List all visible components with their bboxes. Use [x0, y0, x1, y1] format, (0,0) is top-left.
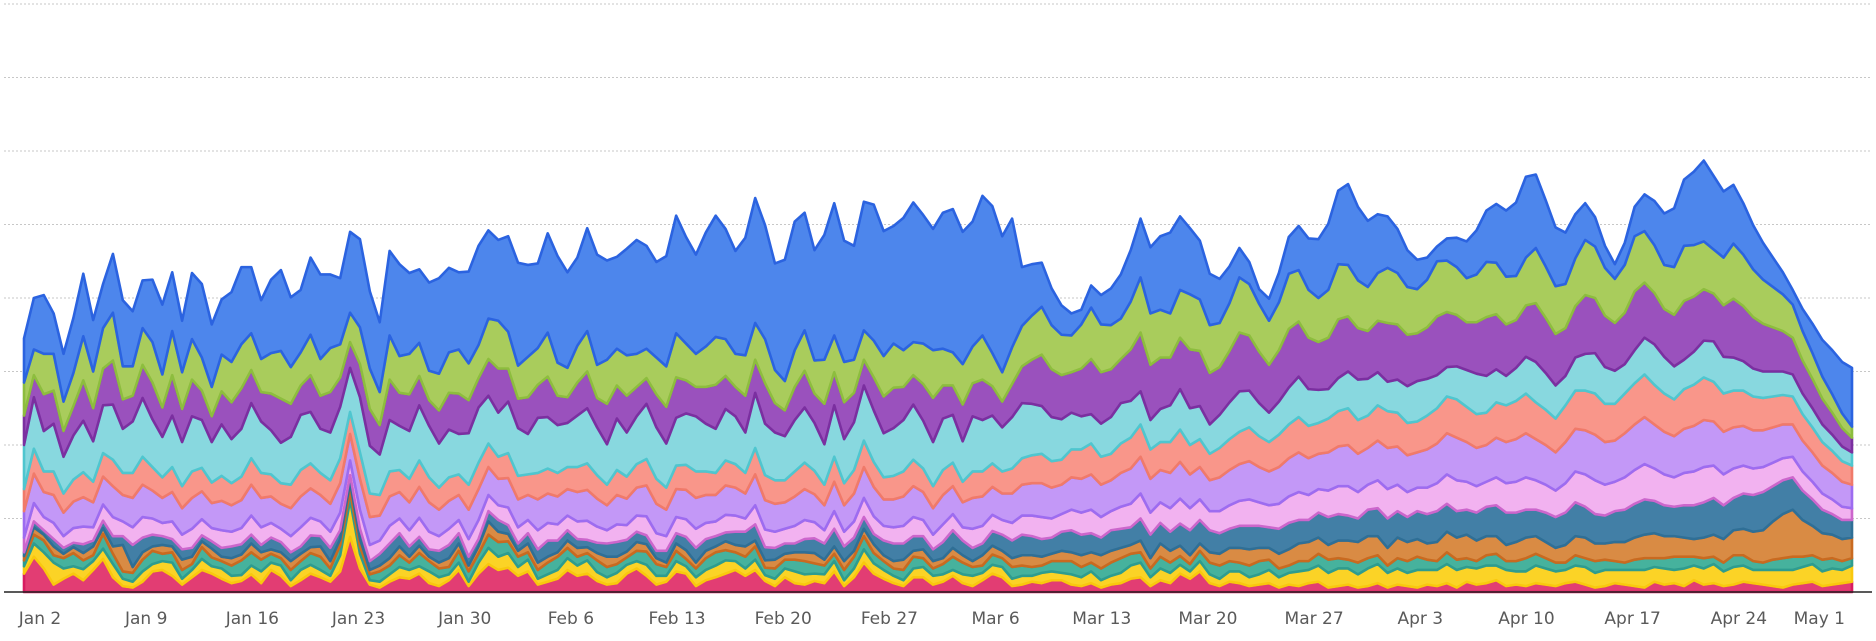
x-tick-label: Mar 27: [1285, 609, 1344, 629]
area-series-12: [22, 159, 1854, 428]
x-tick-label: Jan 16: [225, 609, 279, 629]
x-tick-label: Feb 6: [548, 609, 594, 629]
x-tick-label: Mar 13: [1072, 609, 1131, 629]
x-axis: Jan 2 Jan 9 Jan 16 Jan 23 Jan 30 Feb 6 Feb 13 F…: [4, 591, 1872, 629]
x-tick-label: Jan 30: [437, 609, 491, 629]
x-tick-label: Feb 27: [861, 609, 918, 629]
x-tick-label: Apr 10: [1498, 609, 1554, 629]
area-layer: [22, 159, 1854, 594]
x-tick-label: Mar 20: [1178, 609, 1237, 629]
x-tick-label: May 1: [1794, 609, 1845, 629]
x-tick-label: Jan 9: [124, 609, 167, 629]
x-tick-label: Apr 24: [1711, 609, 1767, 629]
x-tick-label: Apr 3: [1397, 609, 1443, 629]
x-tick-label: Jan 2: [18, 609, 61, 629]
x-tick-label: Feb 20: [755, 609, 812, 629]
x-tick-label: Feb 13: [648, 609, 705, 629]
x-tick-label: Jan 23: [331, 609, 385, 629]
x-tick-label: Mar 6: [971, 609, 1019, 629]
x-tick-label: Apr 17: [1604, 609, 1660, 629]
